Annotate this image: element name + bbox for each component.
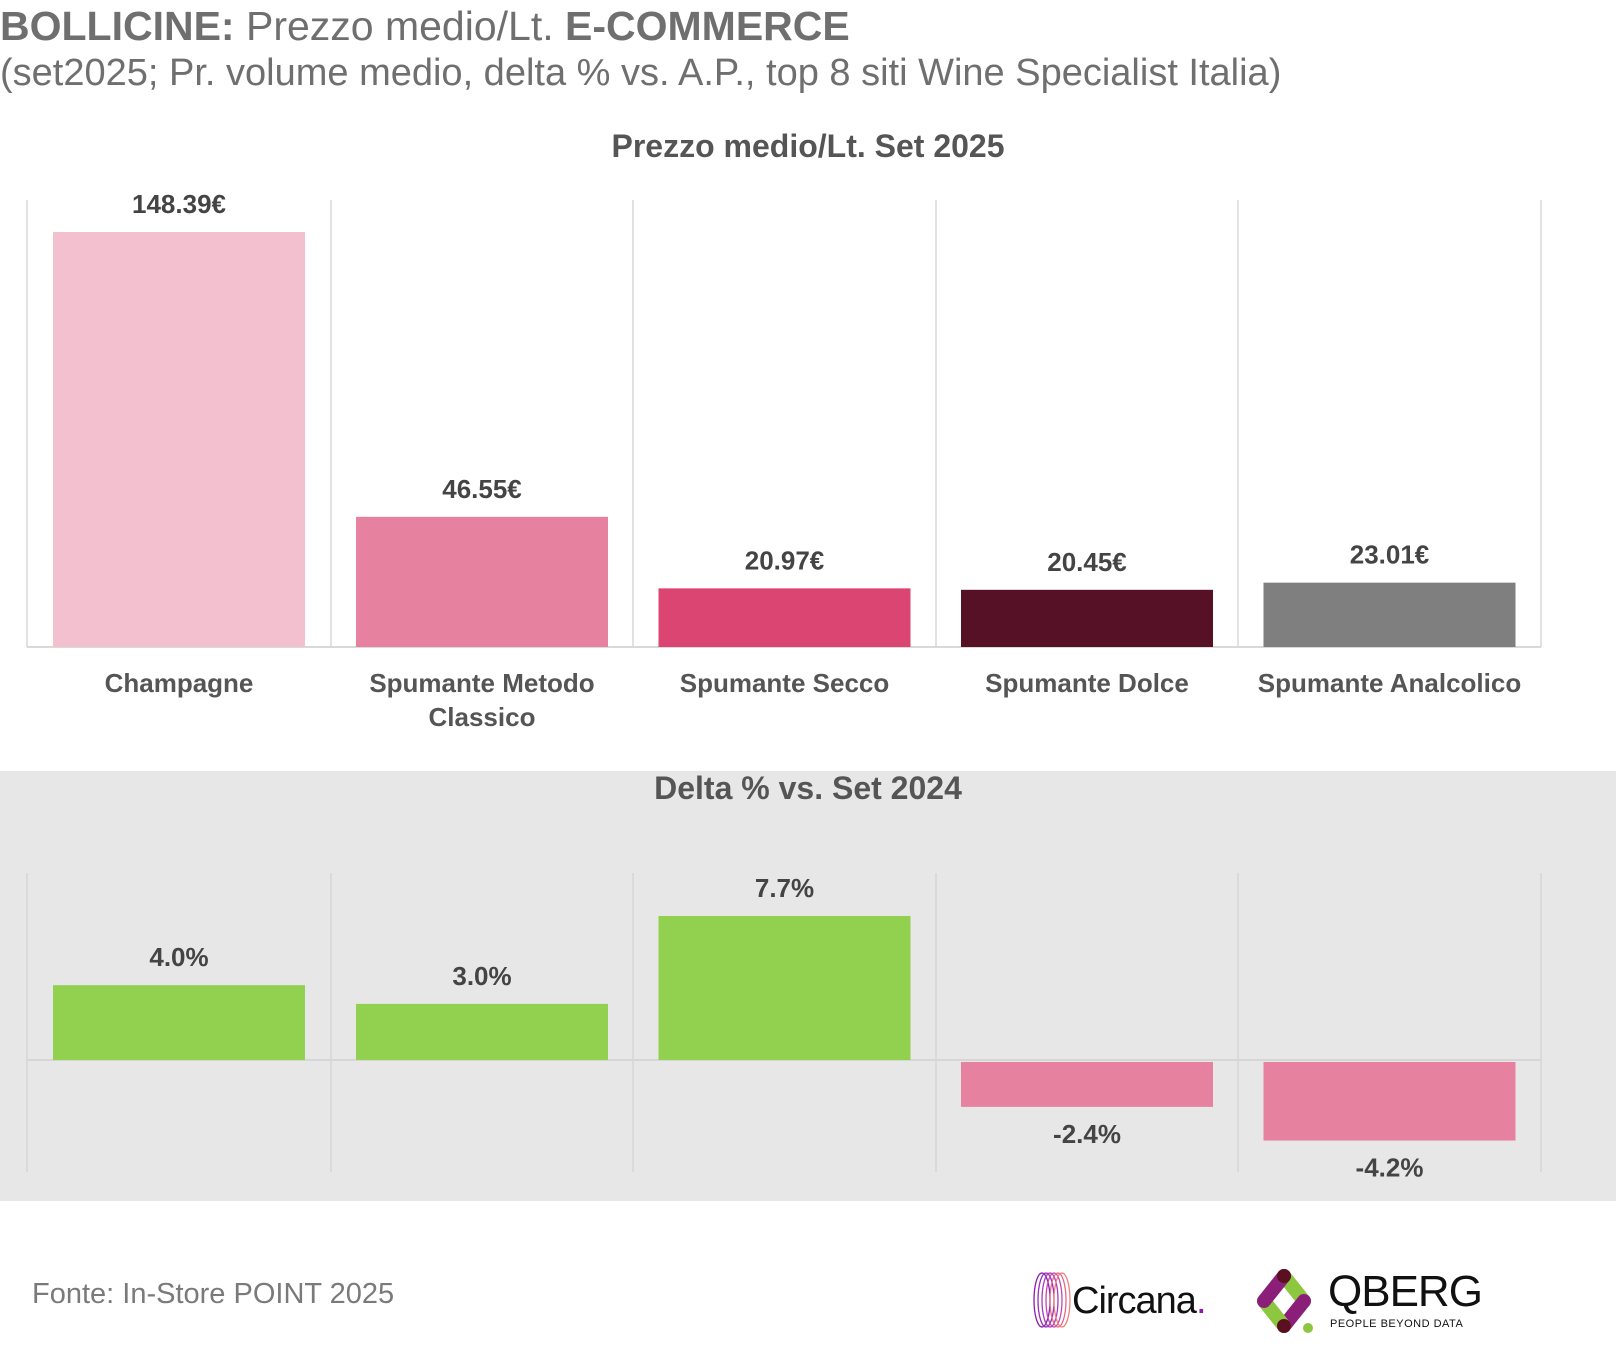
price-bar-4 xyxy=(961,589,1213,647)
circana-logo-text: Circana. xyxy=(1072,1280,1206,1322)
category-label: Champagne xyxy=(105,668,254,698)
delta-bar-4 xyxy=(961,1062,1213,1107)
title-bold-channel: E-COMMERCE xyxy=(565,3,850,49)
price-data-label: 23.01€ xyxy=(1350,540,1430,570)
category-label: Spumante Analcolico xyxy=(1258,668,1521,698)
source-note: Fonte: In-Store POINT 2025 xyxy=(32,1278,395,1310)
category-label: Spumante Metodo xyxy=(369,668,594,698)
delta-bar-2 xyxy=(356,1003,608,1060)
delta-data-label: -2.4% xyxy=(1053,1119,1121,1149)
qberg-logo-icon xyxy=(1257,1269,1313,1333)
price-data-label: 20.45€ xyxy=(1047,547,1127,577)
title-bold-category: BOLLICINE: xyxy=(0,3,235,49)
category-label: Spumante Secco xyxy=(680,668,890,698)
delta-bar-3 xyxy=(658,916,911,1060)
circana-logo-icon xyxy=(1033,1272,1071,1328)
price-data-label: 46.55€ xyxy=(442,474,522,504)
qberg-tagline: PEOPLE BEYOND DATA xyxy=(1330,1318,1464,1330)
price-bar-5 xyxy=(1263,582,1516,647)
price-bar-3 xyxy=(658,588,911,647)
category-label: Spumante Dolce xyxy=(985,668,1189,698)
title-metric: Prezzo medio/Lt. xyxy=(234,3,566,49)
qberg-logo-text: QBERG xyxy=(1328,1267,1483,1316)
price-bar-2 xyxy=(356,516,608,647)
delta-data-label: -4.2% xyxy=(1356,1153,1424,1183)
delta-data-label: 7.7% xyxy=(755,873,814,903)
price-bar-1 xyxy=(53,232,305,647)
chart-title-delta: Delta % vs. Set 2024 xyxy=(654,770,962,806)
chart-title-price: Prezzo medio/Lt. Set 2025 xyxy=(611,128,1005,164)
delta-data-label: 4.0% xyxy=(149,942,208,972)
delta-bar-5 xyxy=(1263,1062,1516,1141)
page-title: BOLLICINE: Prezzo medio/Lt. E-COMMERCE xyxy=(0,2,850,50)
delta-bar-1 xyxy=(53,985,305,1060)
delta-data-label: 3.0% xyxy=(452,961,511,991)
price-data-label: 20.97€ xyxy=(745,545,825,575)
page-subtitle: (set2025; Pr. volume medio, delta % vs. … xyxy=(0,52,1282,94)
price-data-label: 148.39€ xyxy=(132,189,226,219)
category-label: Classico xyxy=(429,702,536,732)
